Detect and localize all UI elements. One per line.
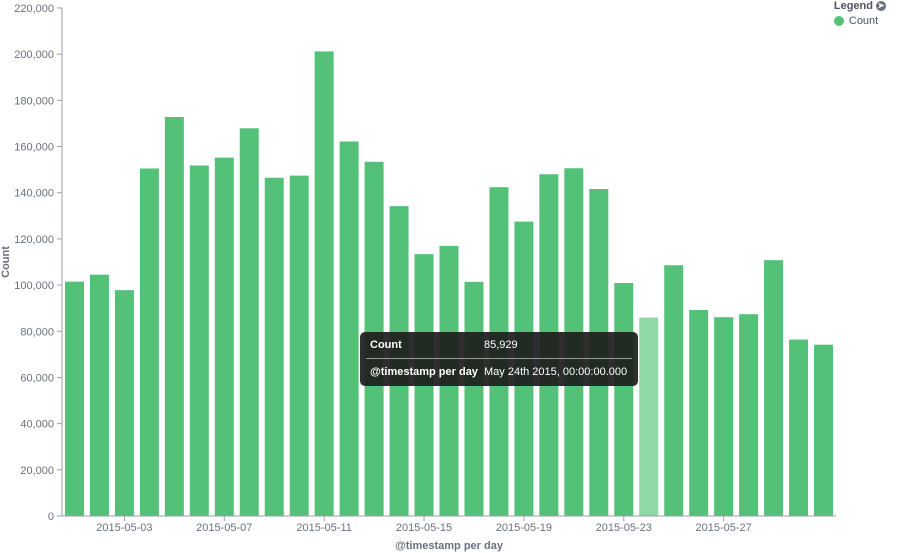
y-tick-label: 120,000 xyxy=(14,234,54,246)
y-tick-label: 20,000 xyxy=(20,465,54,477)
y-tick-label: 180,000 xyxy=(14,95,54,107)
y-tick-label: 40,000 xyxy=(20,419,54,431)
x-tick-label: 2015-05-27 xyxy=(696,522,752,534)
legend-swatch xyxy=(833,16,844,26)
tooltip-value: May 24th 2015, 00:00:00.000 xyxy=(484,366,628,378)
chart-bar[interactable] xyxy=(139,168,159,517)
x-tick-label: 2015-05-19 xyxy=(496,522,552,534)
tooltip-divider xyxy=(366,358,632,359)
y-axis-title: Count xyxy=(0,246,12,278)
legend-item-label: Count xyxy=(848,15,879,27)
x-tick-label: 2015-05-23 xyxy=(596,522,652,534)
chart-bar[interactable] xyxy=(289,175,309,516)
chart-bar[interactable] xyxy=(114,290,134,516)
x-axis-title: @timestamp per day xyxy=(395,540,504,552)
y-tick-label: 100,000 xyxy=(14,280,54,292)
chart-bar[interactable] xyxy=(339,141,359,516)
chart-bar[interactable] xyxy=(664,265,684,516)
x-tick-label: 2015-05-15 xyxy=(396,522,452,534)
y-tick-label: 200,000 xyxy=(14,49,54,61)
chart-bar[interactable] xyxy=(464,281,484,516)
chart-bar[interactable] xyxy=(314,51,334,516)
y-tick-label: 0 xyxy=(48,511,54,523)
chart-bar[interactable] xyxy=(614,283,634,516)
legend: Legend ➤ Count xyxy=(833,0,886,27)
y-tick-label: 60,000 xyxy=(20,372,54,384)
x-tick-label: 2015-05-11 xyxy=(296,522,351,534)
x-tick-label: 2015-05-03 xyxy=(96,522,152,534)
chart-tooltip: Count 85,929 @timestamp per day May 24th… xyxy=(360,332,638,386)
chart-bar[interactable] xyxy=(714,317,734,516)
chart-bar[interactable] xyxy=(65,281,84,516)
tooltip-row-count: Count 85,929 xyxy=(360,332,638,358)
y-tick-label: 160,000 xyxy=(14,142,54,154)
chart-bar[interactable] xyxy=(764,260,784,516)
chart-bar[interactable] xyxy=(739,314,759,516)
chart-bar[interactable] xyxy=(639,317,659,516)
tooltip-value: 85,929 xyxy=(484,339,518,351)
chart-bar[interactable] xyxy=(689,310,709,516)
chart-bar[interactable] xyxy=(789,339,809,516)
chart-bar[interactable] xyxy=(239,128,259,517)
chart-bar[interactable] xyxy=(264,177,284,516)
y-tick-label: 80,000 xyxy=(20,326,54,338)
legend-title: Legend xyxy=(833,0,873,12)
chart-bar[interactable] xyxy=(89,274,109,516)
arrow-right-circle-icon[interactable]: ➤ xyxy=(876,1,886,11)
chart-bar[interactable] xyxy=(164,116,184,517)
legend-toggle[interactable]: Legend ➤ xyxy=(834,0,886,12)
chart-bar[interactable] xyxy=(814,344,834,516)
legend-item-count[interactable]: Count xyxy=(833,15,886,27)
chart-bar[interactable] xyxy=(189,165,209,517)
chart-bar[interactable] xyxy=(214,157,234,516)
tooltip-row-timestamp: @timestamp per day May 24th 2015, 00:00:… xyxy=(360,359,638,385)
tooltip-key: Count xyxy=(370,339,402,351)
y-tick-label: 220,000 xyxy=(14,3,54,15)
x-tick-label: 2015-05-07 xyxy=(196,522,252,534)
y-tick-label: 140,000 xyxy=(14,188,54,200)
tooltip-key: @timestamp per day xyxy=(370,366,478,378)
